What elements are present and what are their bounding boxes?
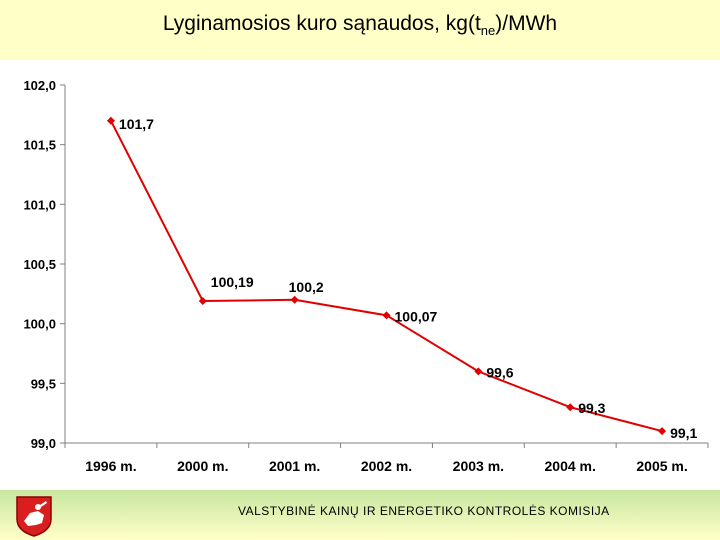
x-tick-label: 2001 m. <box>269 458 320 474</box>
data-point <box>198 296 207 305</box>
y-tick-label: 99,0 <box>31 436 56 451</box>
data-point <box>382 311 391 320</box>
x-tick-label: 2004 m. <box>545 458 596 474</box>
data-point <box>106 116 115 125</box>
y-tick-label: 102,0 <box>23 78 56 93</box>
coat-of-arms-icon <box>16 496 52 537</box>
data-point <box>290 295 299 304</box>
data-label: 99,1 <box>670 425 697 441</box>
data-label: 101,7 <box>119 116 154 132</box>
data-point <box>658 427 667 436</box>
y-tick-label: 101,5 <box>23 138 56 153</box>
x-tick-label: 2005 m. <box>636 458 687 474</box>
chart-area: 99,0 99,5 100,0 100,5 101,0 101,5 102,0 1996 m.… <box>0 60 720 490</box>
title-bar: Lyginamosios kuro sąnaudos, kg(tne)/MWh <box>0 0 720 60</box>
data-label: 99,6 <box>486 364 513 380</box>
x-tick-label: 1996 m. <box>85 458 136 474</box>
data-label: 100,2 <box>289 279 324 295</box>
organization-name: VALSTYBINĖ KAINŲ IR ENERGETIKO KONTROLĖS… <box>238 504 610 518</box>
y-tick-label: 99,5 <box>31 376 56 391</box>
y-tick-label: 100,0 <box>23 317 56 332</box>
x-tick-label: 2002 m. <box>361 458 412 474</box>
y-tick-label: 100,5 <box>23 257 56 272</box>
footer: VALSTYBINĖ KAINŲ IR ENERGETIKO KONTROLĖS… <box>0 490 720 540</box>
series-line <box>110 120 663 433</box>
y-tick-label: 101,0 <box>23 197 56 212</box>
chart-title: Lyginamosios kuro sąnaudos, kg(tne)/MWh <box>162 12 558 39</box>
data-point <box>474 367 483 376</box>
data-label: 100,07 <box>395 308 438 324</box>
x-tick-label: 2003 m. <box>453 458 504 474</box>
data-label: 99,3 <box>578 400 605 416</box>
x-tick-label: 2000 m. <box>177 458 228 474</box>
data-label: 100,19 <box>211 274 254 290</box>
data-point <box>566 403 575 412</box>
line-chart: 99,0 99,5 100,0 100,5 101,0 101,5 102,0 1996 m.… <box>23 78 709 474</box>
